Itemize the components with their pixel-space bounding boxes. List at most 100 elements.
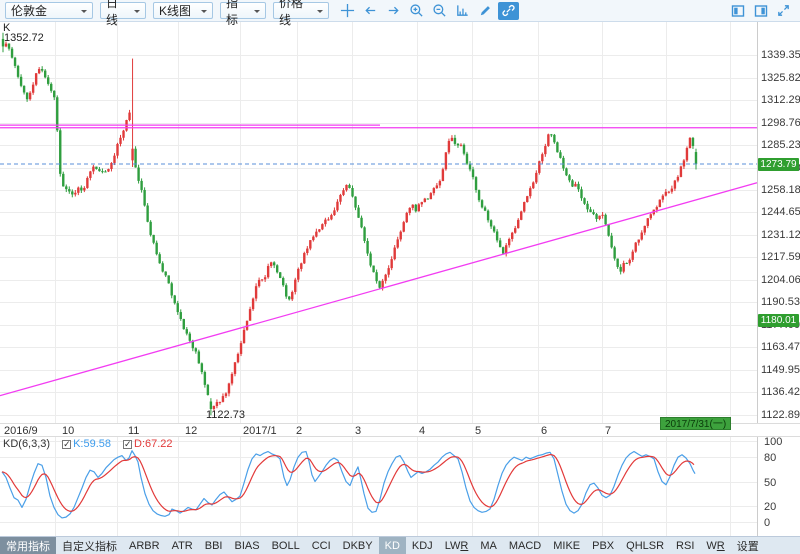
indicator-tab-ma[interactable]: MA bbox=[480, 539, 497, 552]
crosshair-icon bbox=[340, 3, 355, 18]
crosshair-button[interactable] bbox=[337, 2, 358, 20]
indicator-tab-自定义指标[interactable]: 自定义指标 bbox=[62, 540, 117, 553]
y-axis-label: 1312.29 bbox=[761, 94, 800, 106]
y-axis-label: 1339.35 bbox=[761, 49, 800, 61]
current-price-badge: 1273.79 bbox=[758, 158, 799, 172]
y-axis-label: 1122.89 bbox=[761, 408, 800, 421]
toolbar-right-icons bbox=[726, 2, 800, 20]
x-axis-label: 4 bbox=[419, 425, 426, 437]
indicator-tab-arbr[interactable]: ARBR bbox=[129, 539, 160, 552]
indicator-tab-cci[interactable]: CCI bbox=[311, 539, 331, 552]
x-axis: 2016/9 10 11 12 2017/1 2 3 4 5 6 7 bbox=[0, 423, 800, 437]
chevron-down-icon bbox=[254, 9, 260, 16]
y-axis-label: 1163.47 bbox=[761, 341, 800, 354]
kd-panel[interactable]: 100 80 50 20 0 KD(6,3,3) K:59.58 D:67.22 bbox=[0, 436, 800, 536]
y-axis-label: 1149.95 bbox=[761, 363, 800, 376]
period-high-label: 1352.72 bbox=[4, 32, 44, 44]
toolbar: 伦敦金 日线 K线图 指标 价格线 bbox=[0, 0, 800, 27]
chevron-down-icon bbox=[201, 9, 207, 16]
indicator-tab-kd[interactable]: KD bbox=[378, 537, 406, 554]
y-axis-label: 1298.76 bbox=[761, 116, 800, 129]
link-button[interactable] bbox=[498, 1, 519, 20]
price-line-select-label: 价格线 bbox=[279, 0, 304, 27]
indicator-select[interactable]: 指标 bbox=[220, 0, 266, 27]
indicator-tab-rsi[interactable]: RSI bbox=[676, 539, 695, 552]
forward-arrow-icon bbox=[388, 6, 399, 15]
indicator-tab-macd[interactable]: MACD bbox=[508, 539, 542, 552]
x-axis-label: 7 bbox=[605, 425, 612, 437]
indicator-tab-qhlsr[interactable]: QHLSR bbox=[626, 539, 665, 552]
window-single-button[interactable] bbox=[727, 2, 748, 20]
indicator-tab-设置[interactable]: 设置 bbox=[736, 540, 759, 553]
x-axis-label: 6 bbox=[541, 425, 548, 437]
candlestick-chart bbox=[0, 22, 758, 423]
y-axis-label: 1325.82 bbox=[761, 71, 800, 84]
y-axis-label: 1244.65 bbox=[761, 206, 800, 219]
indicator-tab-dkby[interactable]: DKBY bbox=[342, 539, 373, 552]
link-icon bbox=[502, 4, 515, 17]
indicator-select-label: 指标 bbox=[226, 0, 239, 27]
secondary-price-badge: 1180.01 bbox=[758, 313, 799, 327]
candlestick-series bbox=[1, 32, 698, 416]
price-line-select[interactable]: 价格线 bbox=[273, 0, 329, 27]
indicator-tab-bbi[interactable]: BBI bbox=[204, 539, 223, 552]
kd-chart bbox=[0, 437, 758, 536]
zoom-out-icon bbox=[433, 4, 446, 17]
kd-header: KD(6,3,3) K:59.58 D:67.22 bbox=[3, 438, 173, 450]
drawn-lines[interactable] bbox=[0, 124, 758, 397]
kd-d-line bbox=[1, 453, 695, 513]
zoom-out-button[interactable] bbox=[429, 2, 450, 20]
last-date-badge: 2017/7/31(一) bbox=[660, 417, 732, 430]
chevron-down-icon bbox=[317, 9, 323, 16]
window-single-icon bbox=[731, 4, 744, 17]
kd-axis-label: 80 bbox=[764, 452, 777, 465]
main-grid bbox=[0, 22, 758, 423]
x-axis-label: 10 bbox=[62, 425, 75, 437]
symbol-select[interactable]: 伦敦金 bbox=[5, 2, 93, 19]
chevron-down-icon bbox=[81, 9, 87, 16]
zoom-in-button[interactable] bbox=[406, 2, 427, 20]
x-axis-label: 2016/9 bbox=[4, 425, 38, 437]
indicator-tab-常用指标[interactable]: 常用指标 bbox=[0, 537, 56, 554]
indicator-tab-pbx[interactable]: PBX bbox=[592, 539, 615, 552]
y-axis-label: 1258.18 bbox=[761, 183, 800, 196]
fullscreen-icon bbox=[778, 5, 789, 16]
x-axis-label: 2017/1 bbox=[243, 425, 277, 437]
window-dual-icon bbox=[754, 4, 767, 17]
axes-button[interactable] bbox=[452, 2, 473, 20]
back-button[interactable] bbox=[360, 2, 381, 20]
indicator-tab-kdj[interactable]: KDJ bbox=[411, 539, 433, 552]
kd-d-checkbox[interactable] bbox=[123, 439, 132, 449]
chart-type-select[interactable]: K线图 bbox=[153, 2, 213, 19]
forward-button[interactable] bbox=[383, 2, 404, 20]
kd-k-value: K:59.58 bbox=[73, 438, 111, 450]
main-indicator-letter: K bbox=[3, 22, 11, 34]
back-arrow-icon bbox=[365, 6, 376, 15]
period-select[interactable]: 日线 bbox=[100, 0, 146, 27]
period-select-label: 日线 bbox=[106, 0, 119, 27]
kd-axis-label: 20 bbox=[764, 500, 777, 513]
window-dual-button[interactable] bbox=[750, 2, 771, 20]
indicator-tab-atr[interactable]: ATR bbox=[171, 539, 193, 552]
x-axis-label: 3 bbox=[355, 425, 362, 437]
indicator-tab-lwr[interactable]: LW R bbox=[444, 539, 469, 552]
x-axis-label: 12 bbox=[185, 425, 198, 437]
indicator-tab-bias[interactable]: BIAS bbox=[234, 539, 260, 552]
chevron-down-icon bbox=[134, 9, 140, 16]
zoom-in-icon bbox=[410, 4, 423, 17]
y-axis-label: 1204.06 bbox=[761, 273, 800, 286]
kd-k-checkbox[interactable] bbox=[62, 439, 72, 449]
main-chart-panel[interactable]: 1339.351325.821312.291298.761285.231271.… bbox=[0, 22, 800, 423]
period-low-label: 1122.73 bbox=[206, 409, 245, 421]
indicator-tab-boll[interactable]: BOLL bbox=[271, 539, 300, 552]
fullscreen-button[interactable] bbox=[773, 2, 794, 20]
indicator-tab-bar: 常用指标 自定义指标 ARBR ATR BBI BIAS BOLL CCI DKBY KD KDJ L… bbox=[0, 536, 800, 554]
draw-button[interactable] bbox=[475, 2, 496, 20]
x-axis-label: 11 bbox=[128, 425, 140, 437]
kd-grid bbox=[0, 437, 758, 536]
indicator-tab-mike[interactable]: MIKE bbox=[553, 539, 581, 552]
axes-chart-icon bbox=[457, 5, 468, 16]
y-axis-label: 1285.23 bbox=[761, 139, 800, 151]
y-axis-label: 1190.53 bbox=[761, 296, 800, 309]
